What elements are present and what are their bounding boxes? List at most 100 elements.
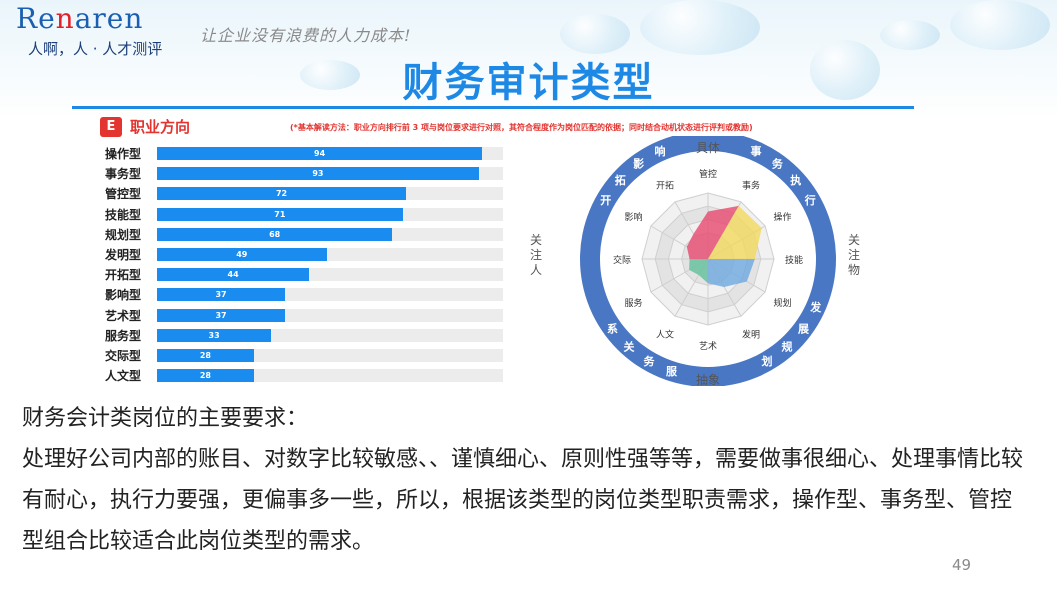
radar-area — [708, 227, 762, 259]
bar-row: 事务型 93 — [105, 164, 505, 184]
bar-value-label: 49 — [236, 249, 248, 259]
brand-logo: Renaren — [16, 2, 144, 35]
bar-value-label: 94 — [314, 149, 326, 158]
ring-label-top-right: 事 — [750, 144, 761, 158]
radar-label-top: 具体 — [696, 141, 720, 155]
radar-area — [686, 246, 708, 259]
bar: 28 — [157, 369, 254, 383]
bar-label: 开拓型 — [105, 268, 142, 283]
bar: 71 — [157, 207, 403, 221]
radar-axis-label: 交际 — [613, 254, 631, 266]
bar-value-label: 33 — [208, 330, 220, 340]
bar-track: 94 — [157, 147, 503, 160]
ring-label-top-left: 开 — [600, 194, 611, 207]
bar-label: 影响型 — [105, 288, 142, 303]
bar: 44 — [157, 268, 310, 282]
radar-area — [708, 259, 755, 282]
bar-row: 开拓型 44 — [105, 265, 505, 285]
bar: 37 — [157, 288, 286, 302]
bar-track: 28 — [157, 348, 503, 362]
ring-label-bottom-right: 规 — [781, 340, 792, 354]
bar-value-label: 68 — [269, 229, 281, 239]
radar-area — [693, 211, 708, 259]
radar-axis-label: 影响 — [625, 211, 643, 223]
bar-label: 事务型 — [105, 167, 142, 182]
bar-track: 49 — [157, 247, 503, 261]
bar-row: 管控型 72 — [105, 184, 505, 204]
title-divider — [72, 106, 914, 109]
bar-track: 44 — [157, 268, 503, 282]
bar-row: 发明型 49 — [105, 245, 505, 265]
radar-label-left: 注 — [530, 247, 542, 262]
bar-value-label: 44 — [227, 270, 239, 280]
brand-tagline: 人啊，人 · 人才测评 — [28, 40, 163, 58]
bar-label: 技能型 — [105, 207, 142, 222]
bar-row: 操作型 94 — [105, 144, 505, 164]
ring-label-top-left: 拓 — [615, 173, 626, 187]
page-number: 49 — [952, 556, 972, 574]
radar-area — [698, 259, 708, 284]
section-badge: E — [100, 117, 122, 137]
radar-axis-label: 管控 — [699, 168, 717, 180]
ring-label-bottom-left: 服 — [666, 365, 678, 378]
bar-label: 操作型 — [105, 147, 142, 161]
bar: 68 — [157, 227, 393, 241]
radar-spoke — [650, 258, 709, 293]
bar-row: 规划型 68 — [105, 225, 505, 245]
bar-value-label: 37 — [215, 290, 227, 300]
ring-label-top-right: 执 — [790, 173, 801, 187]
bar-value-label: 37 — [215, 310, 227, 320]
bar-value-label: 71 — [274, 209, 286, 219]
radar-axis-label: 服务 — [625, 297, 643, 309]
bar-track: 68 — [157, 227, 503, 241]
ring-label-top-left: 影 — [633, 157, 644, 171]
bar-track: 33 — [157, 328, 503, 342]
ring-label-bottom-right: 发 — [809, 300, 822, 314]
bar: 93 — [157, 167, 479, 181]
bar-row: 影响型 37 — [105, 285, 505, 305]
bar-row: 人文型 28 — [105, 366, 505, 386]
radar-axis-label: 人文 — [656, 328, 674, 340]
bar-row: 服务型 33 — [105, 326, 505, 346]
career-bar-chart: 操作型 94 事务型 93 管控型 72 技能型 71 规划型 68 发明型 49 开拓型 44 影响型 37… — [105, 144, 505, 386]
radar-area — [686, 233, 708, 259]
radar-area — [689, 259, 708, 276]
ring-label-bottom-left: 关 — [624, 340, 635, 354]
bar-label: 人文型 — [105, 369, 142, 384]
radar-label-left: 人 — [530, 263, 542, 277]
ring-label-bottom-right: 划 — [762, 354, 773, 368]
ring-label-bottom-left: 系 — [607, 321, 618, 335]
bar: 28 — [157, 348, 254, 362]
bar-label: 发明型 — [105, 247, 142, 262]
bar-label: 艺术型 — [105, 308, 142, 323]
header-background — [0, 0, 1057, 120]
bar-track: 28 — [157, 369, 503, 383]
radar-label-bottom: 抽象 — [696, 373, 720, 386]
page-title: 财务审计类型 — [402, 60, 655, 106]
radar-spoke — [707, 225, 766, 260]
bar-value-label: 28 — [199, 350, 211, 360]
bar-value-label: 72 — [275, 189, 288, 199]
radar-area — [708, 259, 747, 288]
radar-axis-label: 发明 — [742, 328, 760, 340]
bar-label: 规划型 — [105, 227, 142, 242]
radar-spoke — [650, 225, 709, 260]
bar: 72 — [157, 187, 407, 201]
radar-axis-label: 事务 — [742, 180, 760, 192]
slogan: 让企业没有浪费的人力成本! — [200, 26, 412, 45]
bar: 49 — [157, 247, 327, 261]
bar-label: 管控型 — [105, 187, 142, 202]
radar-axis-label: 开拓 — [656, 180, 674, 192]
radar-label-right: 注 — [848, 247, 860, 262]
radar-label-left: 关 — [530, 233, 542, 247]
bar-value-label: 28 — [199, 371, 211, 381]
bar-track: 37 — [157, 308, 503, 322]
radar-spoke — [707, 258, 766, 293]
ring-label-top-left: 响 — [655, 144, 666, 158]
bar-track: 93 — [157, 167, 503, 181]
body-text: 财务会计类岗位的主要要求： 处理好公司内部的账目、对数字比较敏感、、谨慎细心、原… — [22, 398, 1032, 562]
body-paragraph: 处理好公司内部的账目、对数字比较敏感、、谨慎细心、原则性强等等，需要做事很细心、… — [22, 447, 1024, 554]
radar-axis-label: 艺术 — [699, 340, 717, 352]
bar: 94 — [157, 147, 483, 160]
